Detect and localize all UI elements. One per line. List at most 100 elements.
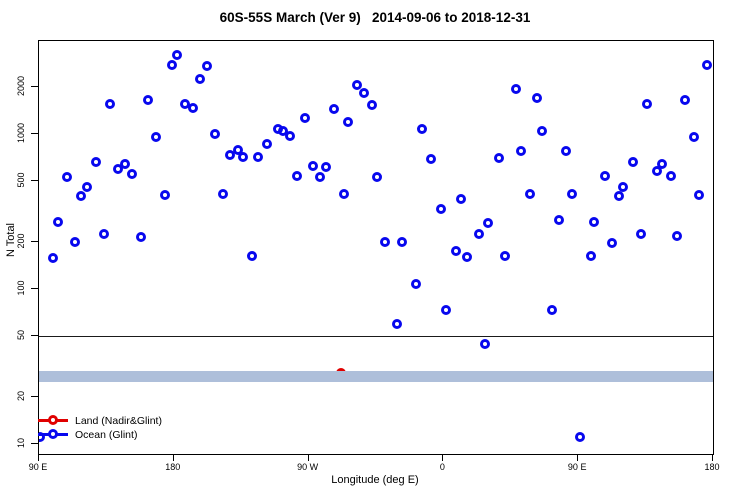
y-axis-title: N Total [5, 222, 17, 258]
reference-band [39, 370, 713, 382]
data-point [126, 169, 137, 180]
data-point [651, 165, 662, 176]
data-point [635, 229, 646, 240]
data-point [411, 279, 422, 290]
data-point [195, 73, 205, 84]
data-point [172, 50, 183, 61]
x-tick-mark [307, 454, 309, 461]
data-point [524, 188, 535, 199]
data-point [480, 339, 491, 350]
data-point [493, 152, 504, 163]
data-point [61, 171, 72, 182]
data-point [417, 124, 428, 135]
data-point [554, 214, 565, 225]
data-point [104, 98, 115, 109]
y-tick-mark [31, 86, 38, 88]
data-point [440, 305, 451, 316]
data-point [567, 188, 578, 199]
data-point [53, 217, 64, 228]
x-tick-mark [442, 454, 444, 461]
data-point [246, 251, 257, 262]
data-point [339, 188, 350, 199]
data-point [299, 112, 310, 123]
data-point [187, 102, 198, 113]
data-point [366, 99, 377, 110]
x-tick-mark [577, 454, 579, 461]
data-point [99, 229, 110, 240]
x-tick-label: 90 E [28, 462, 48, 472]
data-point [614, 190, 625, 201]
y-tick-mark [31, 287, 38, 289]
data-point [510, 83, 521, 94]
data-point [499, 251, 510, 262]
data-point [600, 171, 610, 182]
y-tick-label: 2000 [16, 76, 26, 97]
data-point [379, 237, 390, 248]
data-point [91, 156, 102, 167]
data-point [451, 245, 462, 256]
data-point [314, 171, 325, 182]
data-point [461, 252, 472, 263]
data-point [120, 158, 131, 169]
data-point [217, 188, 228, 199]
data-point [143, 95, 154, 106]
data-point [113, 164, 124, 175]
legend-marker-icon [48, 429, 58, 439]
data-point [150, 131, 161, 142]
data-point [531, 93, 542, 104]
data-point [320, 162, 331, 173]
data-point [585, 251, 596, 262]
plot-area [38, 40, 714, 455]
chart-title: 60S-55S March (Ver 9) 2014-09-06 to 2018… [219, 10, 531, 25]
data-point [483, 218, 494, 229]
data-point [642, 99, 653, 110]
x-axis-title: Longitude (deg E) [331, 474, 419, 486]
x-tick-label: 90 W [297, 462, 319, 472]
data-point [76, 191, 87, 202]
data-point [237, 151, 248, 162]
y-tick-label: 20 [16, 391, 26, 402]
y-tick-label: 1000 [16, 122, 26, 143]
x-tick-label: 180 [165, 462, 181, 472]
data-point [702, 59, 713, 70]
data-point [166, 60, 177, 71]
data-point [277, 125, 288, 136]
data-point [224, 150, 235, 161]
data-point [82, 181, 93, 192]
data-point [47, 253, 58, 264]
x-tick-mark [172, 454, 174, 461]
data-point [561, 145, 572, 156]
data-point [202, 60, 213, 71]
data-point [688, 131, 699, 142]
y-tick-label: 10 [16, 437, 26, 448]
data-point [589, 217, 600, 228]
data-point [574, 432, 585, 443]
data-point [455, 194, 466, 205]
data-point [292, 171, 303, 182]
y-tick-mark [31, 179, 38, 181]
data-point [159, 189, 170, 200]
data-point [546, 305, 557, 316]
data-point [618, 181, 629, 192]
x-tick-mark [38, 454, 39, 461]
data-point [396, 236, 407, 247]
data-point [672, 230, 683, 241]
y-tick-mark [31, 241, 38, 243]
y-tick-mark [31, 334, 38, 336]
data-point [135, 232, 146, 243]
data-point [665, 171, 676, 182]
data-point [261, 139, 272, 150]
data-point [69, 237, 80, 248]
data-point [285, 131, 296, 141]
y-tick-label: 100 [16, 280, 26, 296]
data-point [343, 117, 354, 128]
data-point [253, 152, 264, 163]
y-tick-mark [31, 396, 38, 398]
data-point [656, 158, 667, 169]
data-point [359, 87, 370, 98]
reference-line-50 [39, 336, 713, 337]
x-tick-label: 0 [439, 462, 445, 472]
data-point [426, 153, 437, 164]
data-point [537, 125, 548, 136]
